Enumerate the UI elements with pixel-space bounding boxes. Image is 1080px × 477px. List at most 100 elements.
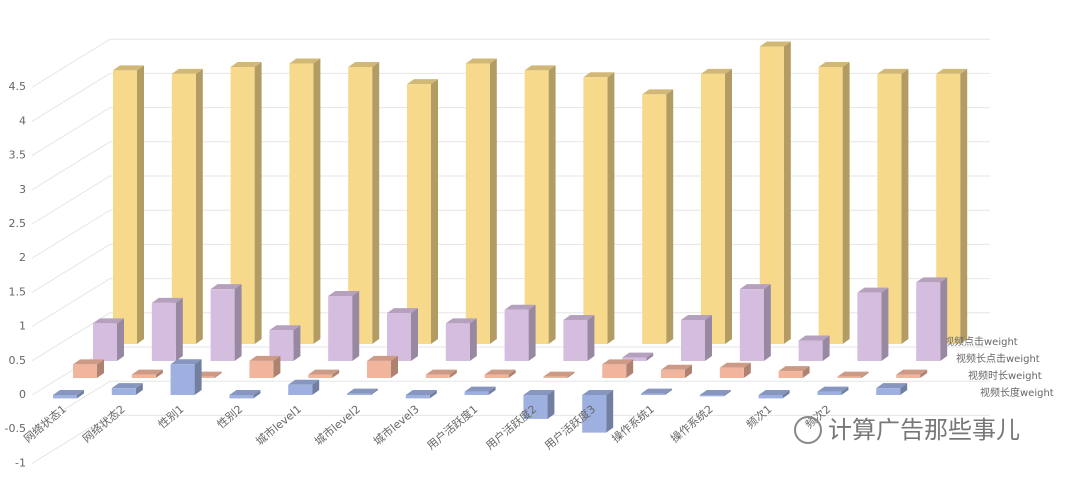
bar-top: [739, 284, 771, 290]
bar-top: [269, 325, 301, 331]
y-tick-label: 2.5: [9, 217, 27, 230]
x-tick-label: 网络状态2: [80, 402, 128, 446]
bar: [857, 292, 882, 361]
x-tick-label: 城市level2: [312, 402, 363, 448]
bar-top: [387, 308, 418, 314]
bar-top: [210, 284, 242, 290]
bar-top: [151, 297, 183, 303]
bar: [758, 395, 783, 399]
bar-top: [896, 369, 928, 375]
bar-top: [347, 388, 378, 394]
bar-side: [488, 386, 496, 395]
x-tick-label: 频次1: [743, 402, 774, 431]
bar-side: [313, 58, 321, 345]
bar-top: [229, 390, 261, 395]
watermark-text: 计算广告那些事儿: [828, 416, 1020, 444]
x-tick-label: 用户活跃度1: [424, 402, 480, 453]
bar-side: [254, 61, 262, 344]
bar: [916, 282, 941, 361]
bar-top: [778, 366, 810, 372]
bar-side: [587, 314, 595, 361]
bar-side: [547, 390, 555, 419]
bar-side: [743, 362, 751, 378]
bar-top: [877, 68, 909, 74]
bar-top: [53, 390, 84, 395]
plot: -1 -0.5 0 0.5 1 1.5 2 2.5 3 3.5 4 4.5 视频点击weight 视频长点…: [5, 38, 1054, 469]
bar-side: [135, 383, 143, 395]
bar: [407, 84, 431, 344]
bar-top: [249, 355, 281, 361]
bar-side: [489, 58, 497, 345]
bar-top: [857, 287, 889, 293]
bar-top: [817, 386, 849, 392]
bar-top: [425, 369, 457, 375]
bar-side: [372, 61, 380, 344]
bar-top: [563, 314, 595, 320]
bar-side: [293, 325, 301, 361]
bar-side: [97, 359, 104, 378]
bar-side: [725, 68, 732, 344]
bar-top: [131, 369, 163, 375]
bar: [288, 384, 313, 395]
y-tick-label: 1.5: [9, 285, 27, 298]
bar-side: [763, 284, 771, 361]
bar-top: [642, 89, 674, 95]
bar: [269, 330, 294, 361]
bar: [465, 63, 490, 345]
bar: [93, 323, 117, 361]
bar: [367, 360, 391, 378]
bar-top: [93, 318, 124, 324]
grid-line: [31, 175, 990, 225]
bar-top: [582, 390, 614, 395]
bar: [719, 367, 744, 378]
legend-label: 视频长点击weight: [956, 352, 1040, 365]
bar: [602, 364, 627, 378]
bar: [113, 70, 137, 345]
grid-line: [31, 414, 990, 464]
bar-top: [758, 390, 790, 395]
bar-side: [606, 390, 614, 433]
bar-top: [837, 371, 869, 377]
bar-side: [411, 308, 418, 361]
bar-top: [367, 355, 398, 361]
bar-top: [288, 379, 320, 385]
bar-side: [449, 369, 457, 378]
bar-top: [328, 291, 360, 297]
bar-side: [253, 390, 261, 399]
bar-side: [822, 335, 830, 361]
bar: [504, 309, 529, 361]
bar-side: [607, 72, 615, 345]
bar-side: [273, 355, 281, 378]
bar-top: [681, 314, 712, 320]
y-tick-label: -1: [15, 456, 26, 469]
bar: [817, 391, 842, 395]
bar: [739, 289, 764, 361]
bar-side: [901, 68, 909, 344]
bar-side: [528, 304, 536, 361]
bar-side: [312, 379, 320, 395]
grid-line: [31, 141, 990, 191]
bar-side: [194, 359, 202, 395]
bar-top: [798, 335, 830, 341]
bar-top: [445, 318, 477, 324]
x-tick-label: 用户活跃度2: [483, 402, 539, 453]
bar: [896, 374, 921, 378]
bar: [583, 77, 608, 345]
bar: [229, 395, 254, 399]
bar-top: [661, 364, 692, 370]
bar-top: [759, 41, 791, 47]
bar-side: [881, 287, 889, 361]
bar-side: [685, 364, 692, 378]
bar: [111, 388, 136, 395]
x-tick-label: 性别2: [214, 402, 245, 431]
bar-top: [602, 359, 634, 365]
bar-side: [723, 390, 731, 397]
y-tick-label: 2: [19, 251, 26, 264]
y-tick-label: 3.5: [9, 149, 27, 162]
bar-side: [469, 318, 477, 361]
bar-top: [936, 68, 968, 74]
legend-label: 视频点击weight: [944, 335, 1018, 348]
bar: [524, 70, 549, 345]
bar-side: [214, 371, 222, 378]
